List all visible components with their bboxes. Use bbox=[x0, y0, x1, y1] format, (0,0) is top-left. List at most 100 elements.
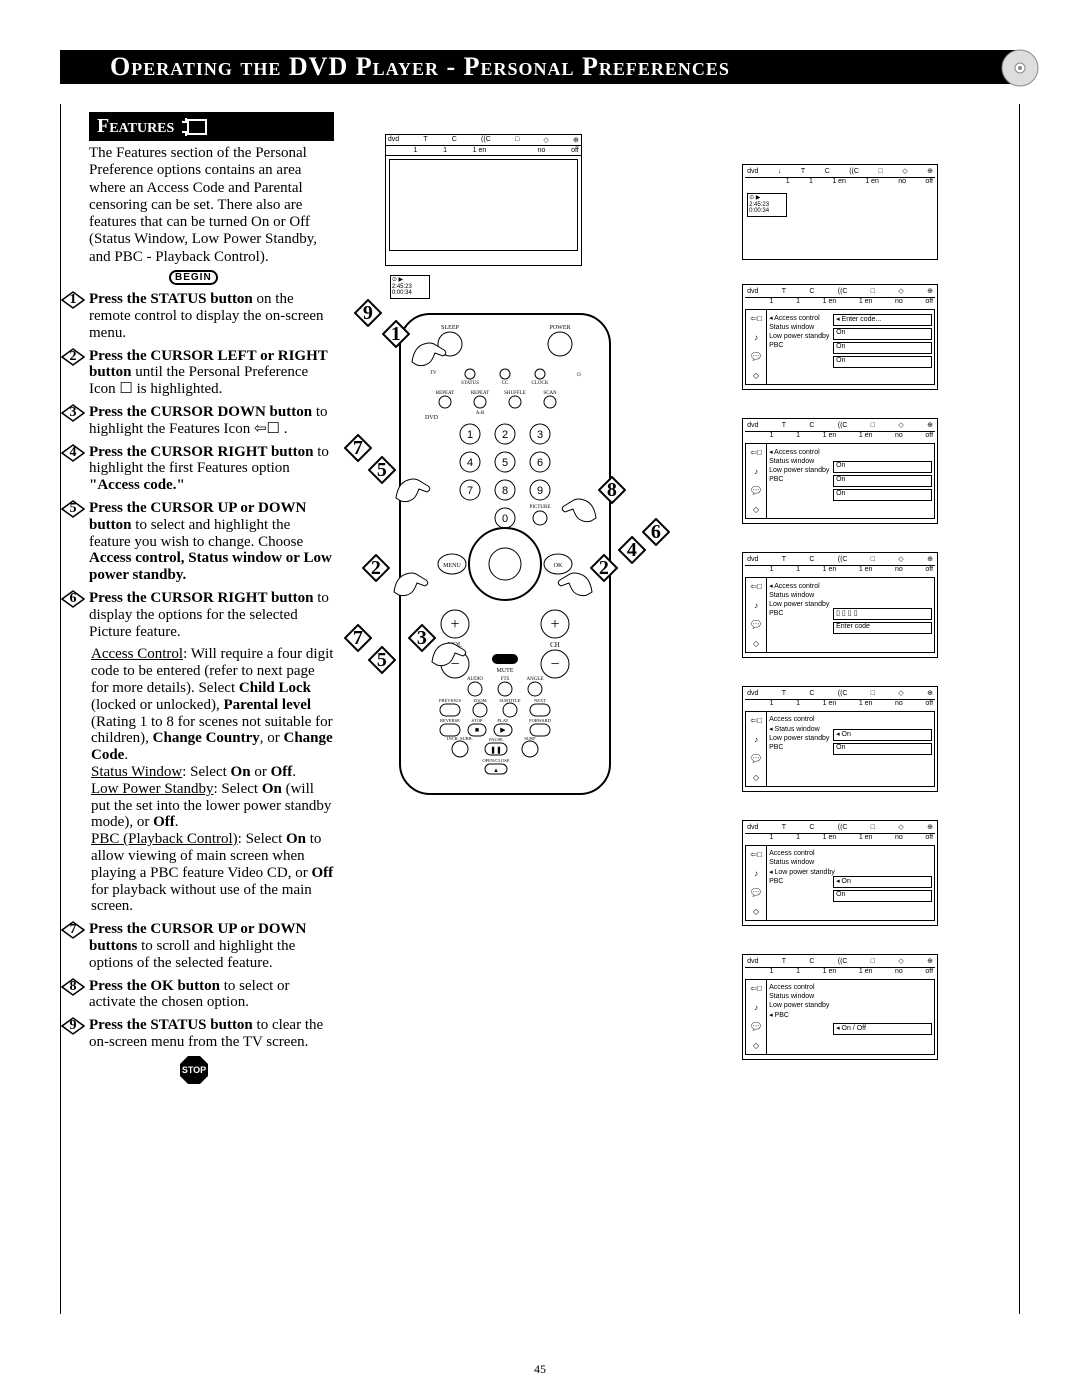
svg-text:DVD: DVD bbox=[425, 415, 439, 421]
svg-text:☼: ☼ bbox=[575, 369, 582, 378]
callout-9: 9 bbox=[363, 302, 373, 325]
callout-5a: 5 bbox=[377, 459, 387, 482]
svg-text:POWER: POWER bbox=[549, 325, 570, 331]
callout-7a: 7 bbox=[353, 437, 363, 460]
svg-text:SUBTITLE: SUBTITLE bbox=[499, 698, 520, 703]
svg-text:PICTURE: PICTURE bbox=[529, 505, 550, 510]
svg-text:ZOOM: ZOOM bbox=[473, 698, 486, 703]
svg-text:FORWARD: FORWARD bbox=[529, 718, 552, 723]
step-3: 3Press the CURSOR DOWN button to highlig… bbox=[89, 404, 334, 438]
osd-panel-1: dvdTC((C□◇⊕111 en1 ennooff⇦□♪💬◇◂ Access … bbox=[742, 284, 938, 390]
manual-page: Operating the DVD Player - Personal Pref… bbox=[0, 0, 1080, 1397]
svg-text:❚❚: ❚❚ bbox=[490, 746, 502, 754]
svg-text:7: 7 bbox=[467, 485, 473, 497]
svg-text:MUTE: MUTE bbox=[496, 668, 513, 674]
svg-text:−: − bbox=[550, 656, 559, 673]
step-7: 7Press the CURSOR UP or DOWN buttons to … bbox=[89, 921, 334, 971]
svg-text:ANGLE: ANGLE bbox=[526, 677, 543, 682]
features-header: Features bbox=[89, 112, 334, 141]
step-number-diamond: 9 bbox=[61, 1017, 85, 1035]
step-6: 6Press the CURSOR RIGHT button to displa… bbox=[89, 590, 334, 640]
svg-text:SHUFFLE: SHUFFLE bbox=[504, 391, 526, 396]
step-number-diamond: 5 bbox=[61, 500, 85, 518]
step-number-diamond: 1 bbox=[61, 291, 85, 309]
svg-text:PAUSE: PAUSE bbox=[489, 737, 503, 742]
svg-text:AUDIO: AUDIO bbox=[467, 677, 483, 682]
osd-panel-5: dvdTC((C□◇⊕111 en1 ennooff⇦□♪💬◇Access co… bbox=[742, 820, 938, 926]
features-icon bbox=[180, 118, 210, 136]
svg-text:CLOCK: CLOCK bbox=[531, 381, 548, 386]
svg-text:STOP: STOP bbox=[471, 718, 482, 723]
osd-panel-4: dvdTC((C□◇⊕111 en1 ennooff⇦□♪💬◇Access co… bbox=[742, 686, 938, 792]
page-title-text: Operating the DVD Player - Personal Pref… bbox=[110, 52, 730, 82]
feature-details: Access Control: Will require a four digi… bbox=[91, 646, 334, 915]
step-number-diamond: 7 bbox=[61, 921, 85, 939]
svg-text:NEXT: NEXT bbox=[534, 698, 546, 703]
instructions-column: Features The Features section of the Per… bbox=[61, 104, 340, 1314]
steps-list: 1Press the STATUS button on the remote c… bbox=[89, 291, 334, 1090]
osd-panel-3: dvdTC((C□◇⊕111 en1 ennooff⇦□♪💬◇◂ Access … bbox=[742, 552, 938, 658]
svg-text:8: 8 bbox=[502, 485, 508, 497]
step-2: 2Press the CURSOR LEFT or RIGHT button u… bbox=[89, 348, 334, 398]
step-8: 8Press the OK button to select or activa… bbox=[89, 978, 334, 1012]
remote-diagram-column: dvdTC((C□◇⊕ 111 ennooff ⊙ ▶2:45:230:00:3… bbox=[350, 104, 651, 1314]
svg-text:9: 9 bbox=[537, 485, 543, 497]
osd-panels-column: dvd↓TC((C□◇⊕ 111 en1 ennooff ⊙ ▶2:45:230… bbox=[661, 104, 1019, 1314]
callout-8: 8 bbox=[607, 479, 617, 502]
svg-text:0: 0 bbox=[502, 513, 508, 525]
svg-text:OPEN/CLOSE: OPEN/CLOSE bbox=[482, 758, 510, 763]
page-title-bar: Operating the DVD Player - Personal Pref… bbox=[60, 50, 1020, 84]
svg-text:MENU: MENU bbox=[443, 563, 461, 569]
hand-icon bbox=[554, 558, 596, 600]
callout-5b: 5 bbox=[377, 649, 387, 672]
osd-panel-top: dvd↓TC((C□◇⊕ 111 en1 ennooff ⊙ ▶2:45:230… bbox=[742, 164, 938, 260]
svg-text:REVERSE: REVERSE bbox=[440, 718, 460, 723]
hand-icon bbox=[390, 558, 432, 600]
step-4: 4Press the CURSOR RIGHT button to highli… bbox=[89, 444, 334, 494]
svg-text:FTS: FTS bbox=[501, 677, 510, 682]
callout-3: 3 bbox=[417, 627, 427, 650]
svg-text:TV: TV bbox=[430, 371, 437, 376]
callout-6: 6 bbox=[651, 521, 661, 544]
step-5: 5Press the CURSOR UP or DOWN button to s… bbox=[89, 500, 334, 584]
features-title: Features bbox=[97, 115, 174, 138]
svg-text:■: ■ bbox=[475, 726, 479, 734]
step-1: 1Press the STATUS button on the remote c… bbox=[89, 291, 334, 341]
step-number-diamond: 6 bbox=[61, 590, 85, 608]
svg-text:+: + bbox=[550, 616, 559, 633]
callout-2b: 2 bbox=[599, 557, 609, 580]
svg-text:CC: CC bbox=[501, 381, 508, 386]
step-number-diamond: 4 bbox=[61, 444, 85, 462]
svg-text:REPEAT: REPEAT bbox=[436, 391, 454, 396]
svg-text:▶: ▶ bbox=[500, 726, 506, 734]
svg-text:SURF: SURF bbox=[524, 736, 536, 741]
hand-icon bbox=[392, 464, 434, 506]
callout-2a: 2 bbox=[371, 557, 381, 580]
svg-text:PLAY: PLAY bbox=[497, 718, 509, 723]
stop-badge: STOP bbox=[179, 1055, 209, 1085]
svg-text:A-B: A-B bbox=[476, 411, 485, 416]
intro-paragraph: The Features section of the Personal Pre… bbox=[89, 145, 334, 266]
svg-text:1: 1 bbox=[467, 429, 473, 441]
svg-text:5: 5 bbox=[502, 457, 508, 469]
hand-icon bbox=[408, 328, 450, 370]
callout-7b: 7 bbox=[353, 627, 363, 650]
svg-text:CH: CH bbox=[550, 641, 560, 649]
osd-panel-6: dvdTC((C□◇⊕111 en1 ennooff⇦□♪💬◇Access co… bbox=[742, 954, 938, 1060]
hand-icon bbox=[428, 628, 470, 670]
content-area: Features The Features section of the Per… bbox=[60, 104, 1020, 1314]
step-number-diamond: 8 bbox=[61, 978, 85, 996]
callout-1: 1 bbox=[391, 323, 401, 346]
callout-4: 4 bbox=[627, 539, 637, 562]
step-number-diamond: 2 bbox=[61, 348, 85, 366]
svg-text:6: 6 bbox=[537, 457, 543, 469]
page-number: 45 bbox=[0, 1362, 1080, 1377]
svg-text:4: 4 bbox=[467, 457, 473, 469]
begin-badge: BEGIN bbox=[169, 270, 218, 286]
disc-icon bbox=[1000, 48, 1040, 88]
osd-panel-2: dvdTC((C□◇⊕111 en1 ennooff⇦□♪💬◇◂ Access … bbox=[742, 418, 938, 524]
svg-text:REPEAT: REPEAT bbox=[471, 391, 489, 396]
hand-icon bbox=[558, 484, 600, 526]
svg-text:SCAN: SCAN bbox=[543, 391, 557, 396]
svg-text:PREVIOUS: PREVIOUS bbox=[439, 698, 462, 703]
